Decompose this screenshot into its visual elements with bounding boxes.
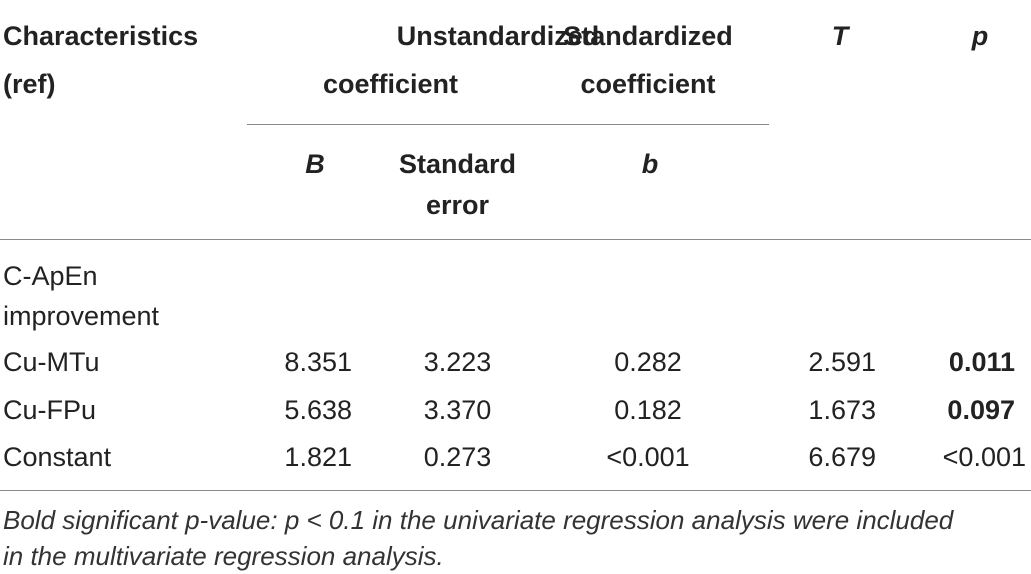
cell-t: 2.591 [808, 347, 876, 377]
header-standardized-line1: Standardized [563, 21, 733, 51]
row-label: Cu-FPu [3, 395, 97, 425]
cell-t: 6.679 [808, 442, 876, 472]
cell-p: 0.011 [948, 347, 1015, 377]
cell-b: 8.351 [284, 347, 352, 377]
footnote-line1: Bold significant p-value: p < 0.1 in the… [3, 505, 954, 535]
header-t: T [831, 21, 849, 51]
row-label: Cu-MTu [3, 347, 100, 377]
cell-beta: 0.282 [614, 347, 682, 377]
header-sub-se-line1: Standard [398, 149, 517, 179]
header-p: p [971, 21, 989, 51]
header-standardized-line2: coefficient [580, 69, 716, 99]
header-unstandardized-line2: coefficient [322, 69, 459, 99]
footnote-line2: in the multivariate regression analysis. [3, 541, 444, 571]
footnote: Bold significant p-value: p < 0.1 in the… [3, 502, 1028, 574]
cell-se: 3.223 [423, 347, 492, 377]
group-label-line2: improvement [3, 301, 160, 331]
header-sub-b: B [305, 149, 325, 179]
cell-b: 5.638 [284, 395, 352, 425]
cell-se: 0.273 [423, 442, 492, 472]
row-label: Constant [3, 442, 112, 472]
cell-beta: <0.001 [606, 442, 690, 472]
header-sub-se-line2: error [425, 190, 490, 220]
header-characteristics-line2: (ref) [3, 69, 56, 99]
table-bottom-rule [0, 490, 1031, 491]
header-bottom-rule [0, 239, 1031, 240]
cell-b: 1.821 [284, 442, 352, 472]
header-unstandardized-line1: Unstandardized [396, 21, 600, 51]
cell-p: 0.097 [947, 395, 1015, 425]
header-characteristics-line1: Characteristics [3, 21, 199, 51]
header-group-divider [247, 124, 769, 125]
header-sub-beta: b [641, 149, 659, 179]
cell-se: 3.370 [423, 395, 492, 425]
cell-p: <0.001 [942, 442, 1026, 472]
group-label-line1: C-ApEn [3, 261, 98, 291]
cell-beta: 0.182 [614, 395, 682, 425]
cell-t: 1.673 [808, 395, 876, 425]
